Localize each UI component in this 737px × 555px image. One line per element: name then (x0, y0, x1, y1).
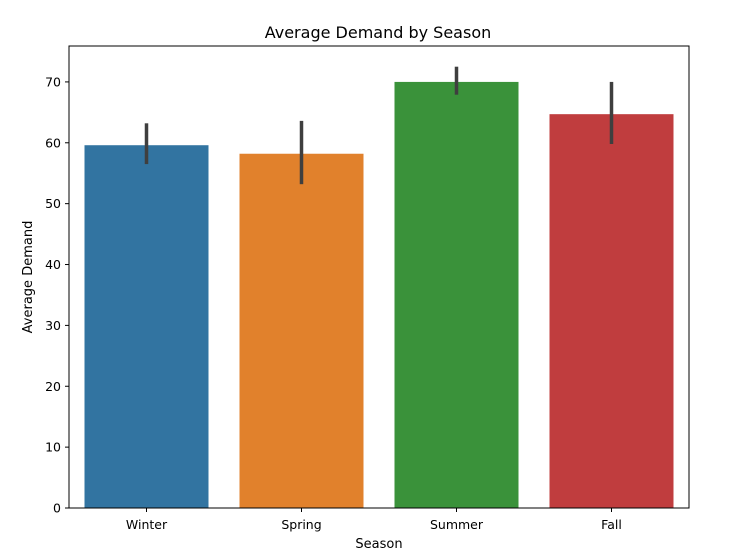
y-tick-label: 60 (45, 135, 61, 150)
y-tick-label: 40 (45, 257, 61, 272)
x-tick-label-winter: Winter (126, 517, 168, 532)
bar-winter (84, 145, 209, 508)
x-tick-label-fall: Fall (601, 517, 622, 532)
x-tick-label-spring: Spring (281, 517, 321, 532)
error-bars-layer (144, 66, 614, 185)
y-axis-label: Average Demand (21, 221, 36, 334)
y-tick-label: 70 (45, 74, 61, 89)
chart-title: Average Demand by Season (265, 23, 492, 42)
bar-fall (549, 114, 674, 508)
bar-summer (394, 81, 519, 509)
x-axis-label: Season (355, 537, 402, 552)
y-axis: 0 10 20 30 40 50 60 70 (45, 74, 69, 516)
y-tick-label: 10 (45, 440, 61, 455)
y-tick-label: 0 (53, 501, 61, 516)
bars-layer (84, 81, 674, 509)
plot-frame (68, 45, 690, 509)
y-tick-label: 30 (45, 318, 61, 333)
bar-spring (239, 153, 364, 508)
y-tick-label: 20 (45, 379, 61, 394)
x-axis: Winter Spring Summer Fall (126, 508, 622, 532)
x-tick-label-summer: Summer (430, 517, 484, 532)
y-tick-label: 50 (45, 196, 61, 211)
